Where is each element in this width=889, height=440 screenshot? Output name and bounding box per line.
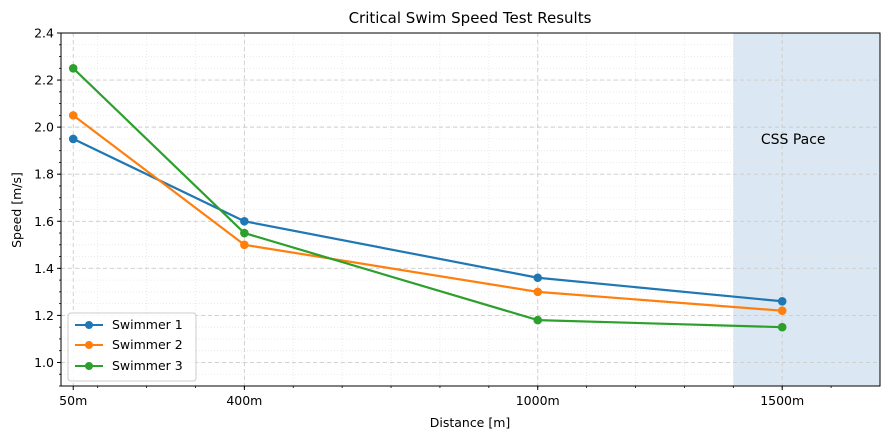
css-pace-shaded-region xyxy=(733,33,880,386)
chart-title: Critical Swim Speed Test Results xyxy=(349,9,592,27)
legend: Swimmer 1 Swimmer 2 Swimmer 3 xyxy=(67,312,197,382)
legend-label-swimmer-2: Swimmer 2 xyxy=(112,337,183,352)
legend-entry-swimmer-2: Swimmer 2 xyxy=(75,337,183,352)
tick-layer: 1.0 1.2 1.4 1.6 1.8 2.0 2.2 2.4 50m 400m 1000m 1500… xyxy=(34,26,832,408)
shaded-region-layer xyxy=(733,33,880,386)
legend-label-swimmer-3: Swimmer 3 xyxy=(112,358,183,373)
legend-marker-swimmer-3 xyxy=(85,362,93,370)
x-axis-label: Distance [m] xyxy=(430,415,511,430)
y-tick-label: 1.6 xyxy=(34,214,54,229)
data-point xyxy=(240,228,249,238)
data-point xyxy=(240,240,249,250)
data-point xyxy=(240,216,249,226)
y-tick-label: 1.0 xyxy=(34,355,54,370)
legend-box xyxy=(67,312,197,382)
css-pace-annotation: CSS Pace xyxy=(761,132,826,148)
data-point xyxy=(533,287,543,297)
y-tick-label: 1.4 xyxy=(34,261,54,276)
legend-entry-swimmer-1: Swimmer 1 xyxy=(75,317,183,332)
legend-entry-swimmer-3: Swimmer 3 xyxy=(75,358,183,373)
x-tick-label: 400m xyxy=(226,393,262,408)
data-point xyxy=(533,315,543,325)
y-tick-label: 2.0 xyxy=(34,120,54,135)
y-tick-label: 1.2 xyxy=(34,308,54,323)
grid-layer xyxy=(61,32,880,387)
series-3 xyxy=(68,64,787,332)
data-point xyxy=(68,111,78,120)
y-tick-label: 2.2 xyxy=(34,73,54,88)
y-tick-label: 2.4 xyxy=(34,26,54,41)
legend-label-swimmer-1: Swimmer 1 xyxy=(112,317,183,332)
series-2 xyxy=(68,111,787,315)
series-layer xyxy=(68,64,787,332)
x-tick-label: 1500m xyxy=(760,393,804,408)
data-point xyxy=(533,273,543,283)
y-axis-label: Speed [m/s] xyxy=(9,172,24,248)
data-point xyxy=(777,296,787,306)
legend-marker-swimmer-2 xyxy=(85,341,93,349)
data-point xyxy=(777,322,787,332)
legend-marker-swimmer-1 xyxy=(85,321,93,329)
y-tick-label: 1.8 xyxy=(34,167,54,182)
series-line xyxy=(72,67,783,329)
data-point xyxy=(68,64,78,73)
data-point xyxy=(777,306,787,315)
data-point xyxy=(68,134,78,144)
x-tick-label: 1000m xyxy=(516,393,560,408)
x-tick-label: 50m xyxy=(59,393,87,408)
series-line xyxy=(72,114,783,312)
